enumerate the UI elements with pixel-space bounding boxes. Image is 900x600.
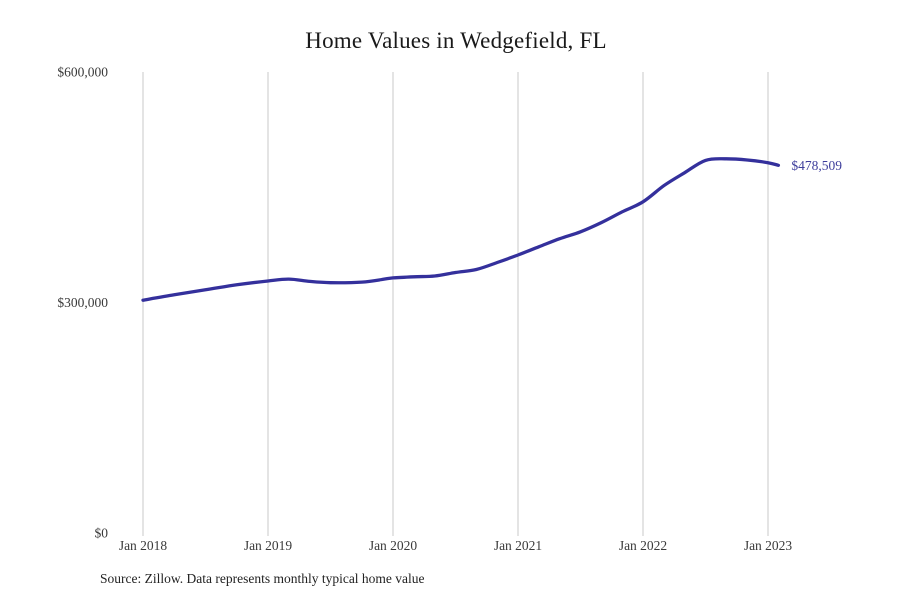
chart-title: Home Values in Wedgefield, FL xyxy=(305,28,607,53)
x-tick-label: Jan 2022 xyxy=(619,538,667,553)
x-tick-label: Jan 2023 xyxy=(744,538,793,553)
y-tick-label: $300,000 xyxy=(57,295,108,310)
x-tick-label: Jan 2018 xyxy=(119,538,168,553)
end-value-label: $478,509 xyxy=(791,158,842,173)
y-tick-label: $0 xyxy=(95,526,109,541)
source-note: Source: Zillow. Data represents monthly … xyxy=(100,571,425,586)
x-tick-label: Jan 2020 xyxy=(369,538,418,553)
x-tick-label: Jan 2019 xyxy=(244,538,293,553)
x-tick-label: Jan 2021 xyxy=(494,538,542,553)
y-tick-label: $600,000 xyxy=(57,65,108,80)
home-value-line xyxy=(141,157,781,302)
